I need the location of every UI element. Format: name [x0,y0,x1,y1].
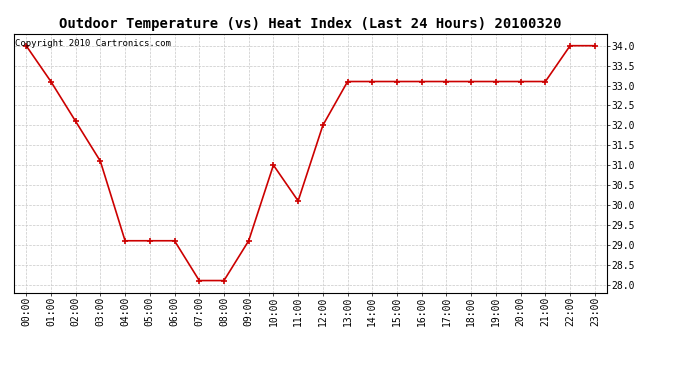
Title: Outdoor Temperature (vs) Heat Index (Last 24 Hours) 20100320: Outdoor Temperature (vs) Heat Index (Las… [59,17,562,31]
Text: Copyright 2010 Cartronics.com: Copyright 2010 Cartronics.com [15,39,171,48]
